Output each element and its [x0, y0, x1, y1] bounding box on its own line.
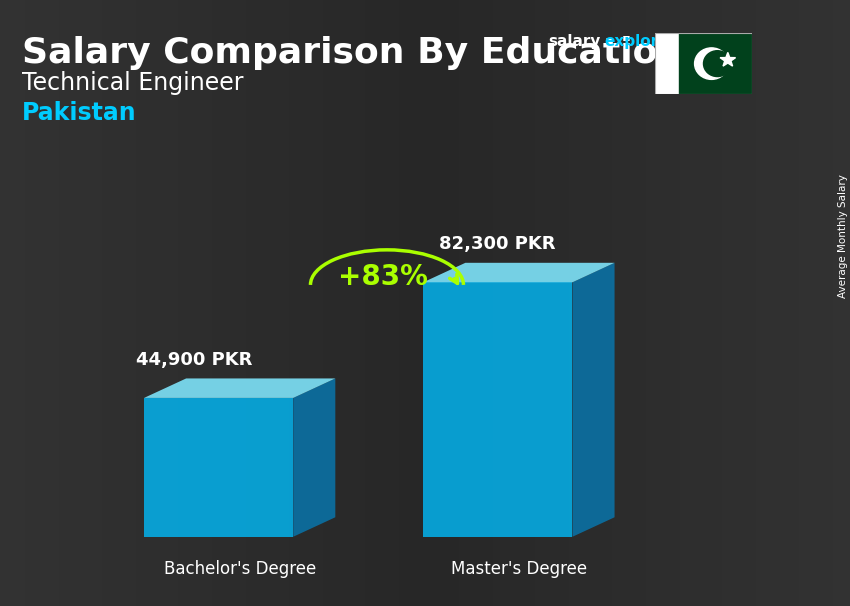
- Text: Salary Comparison By Education: Salary Comparison By Education: [22, 36, 683, 70]
- Text: Average Monthly Salary: Average Monthly Salary: [838, 174, 848, 298]
- Polygon shape: [720, 53, 735, 66]
- Text: 82,300 PKR: 82,300 PKR: [439, 235, 555, 253]
- Polygon shape: [423, 263, 615, 282]
- Text: Technical Engineer: Technical Engineer: [22, 71, 243, 95]
- Polygon shape: [144, 398, 293, 537]
- Text: salary: salary: [548, 34, 600, 49]
- Circle shape: [704, 51, 731, 76]
- Text: Pakistan: Pakistan: [22, 101, 137, 125]
- Polygon shape: [293, 378, 335, 537]
- Text: Bachelor's Degree: Bachelor's Degree: [163, 560, 316, 578]
- Bar: [654, 33, 679, 94]
- Text: 44,900 PKR: 44,900 PKR: [136, 351, 252, 368]
- Polygon shape: [573, 263, 615, 537]
- Text: +83%: +83%: [338, 263, 428, 291]
- Polygon shape: [144, 378, 335, 398]
- Bar: [679, 33, 752, 94]
- Text: explorer.com: explorer.com: [604, 34, 715, 49]
- Circle shape: [694, 48, 728, 79]
- Text: Master's Degree: Master's Degree: [450, 560, 587, 578]
- Polygon shape: [423, 282, 573, 537]
